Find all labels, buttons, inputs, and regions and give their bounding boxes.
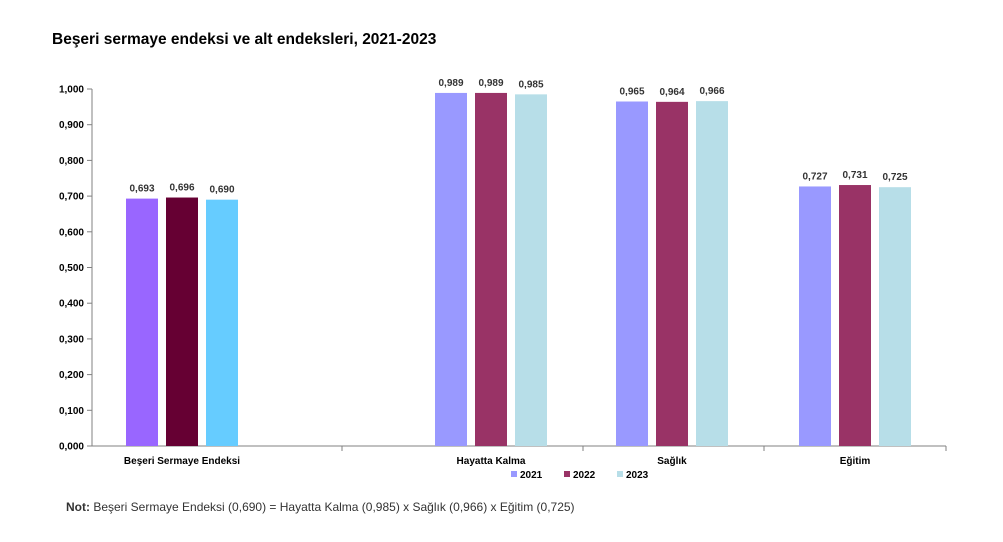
bar bbox=[879, 187, 911, 447]
footnote-label: Not: bbox=[66, 500, 90, 514]
data-label: 0,989 bbox=[438, 78, 463, 89]
data-label: 0,731 bbox=[842, 170, 867, 181]
x-tick-label: Sağlık bbox=[657, 456, 687, 467]
y-axis: 0,000 0,100 0,200 0,300 0,400 0,500 0,600 0,700… bbox=[59, 85, 93, 453]
data-label: 0,964 bbox=[659, 87, 684, 98]
y-tick-label: 1,000 bbox=[59, 85, 84, 96]
x-tick-label: Hayatta Kalma bbox=[457, 456, 526, 467]
y-tick-label: 0,500 bbox=[59, 263, 84, 274]
x-axis: Beşeri Sermaye Endeksi Hayatta Kalma Sağlı… bbox=[92, 445, 947, 467]
legend-label: 2023 bbox=[626, 470, 649, 481]
footnote: Not: Beşeri Sermaye Endeksi (0,690) = Ha… bbox=[66, 500, 575, 514]
data-label: 0,693 bbox=[129, 184, 154, 195]
data-label: 0,989 bbox=[478, 78, 503, 89]
data-label: 0,985 bbox=[518, 79, 543, 90]
data-label: 0,727 bbox=[802, 171, 827, 182]
bar bbox=[166, 197, 198, 446]
legend-swatch bbox=[511, 471, 517, 477]
data-label: 0,690 bbox=[209, 185, 234, 196]
y-tick-label: 0,800 bbox=[59, 156, 84, 167]
bar bbox=[126, 198, 158, 446]
bar bbox=[435, 92, 467, 446]
data-label: 0,725 bbox=[882, 172, 907, 183]
x-tick-label: Beşeri Sermaye Endeksi bbox=[124, 456, 240, 467]
bar bbox=[799, 186, 831, 446]
y-tick-label: 0,400 bbox=[59, 299, 84, 310]
y-tick-label: 0,300 bbox=[59, 334, 84, 345]
legend: 2021 2022 2023 bbox=[511, 470, 649, 481]
y-tick-label: 0,600 bbox=[59, 227, 84, 238]
legend-label: 2022 bbox=[573, 470, 596, 481]
bar bbox=[656, 101, 688, 447]
bar bbox=[616, 101, 648, 447]
bars bbox=[126, 92, 911, 447]
data-label: 0,965 bbox=[619, 86, 644, 97]
y-tick-label: 0,900 bbox=[59, 120, 84, 131]
footnote-text: Beşeri Sermaye Endeksi (0,690) = Hayatta… bbox=[90, 500, 575, 514]
bar bbox=[839, 185, 871, 446]
legend-swatch bbox=[617, 471, 623, 477]
value-labels: 0,693 0,696 0,690 0,989 0,989 0,985 0,965 0,964… bbox=[129, 78, 907, 196]
y-tick-label: 0,100 bbox=[59, 406, 84, 417]
x-tick-label: Eğitim bbox=[840, 456, 871, 467]
y-tick-label: 0,700 bbox=[59, 192, 84, 203]
legend-label: 2021 bbox=[520, 470, 543, 481]
data-label: 0,696 bbox=[169, 183, 194, 194]
bar bbox=[515, 94, 547, 446]
data-label: 0,966 bbox=[699, 86, 724, 97]
y-tick-label: 0,000 bbox=[59, 442, 84, 453]
chart-title: Beşeri sermaye endeksi ve alt endeksleri… bbox=[52, 31, 437, 48]
y-tick-label: 0,200 bbox=[59, 370, 84, 381]
legend-swatch bbox=[564, 471, 570, 477]
bar bbox=[475, 92, 507, 446]
bar bbox=[696, 101, 728, 446]
bar bbox=[206, 199, 238, 446]
